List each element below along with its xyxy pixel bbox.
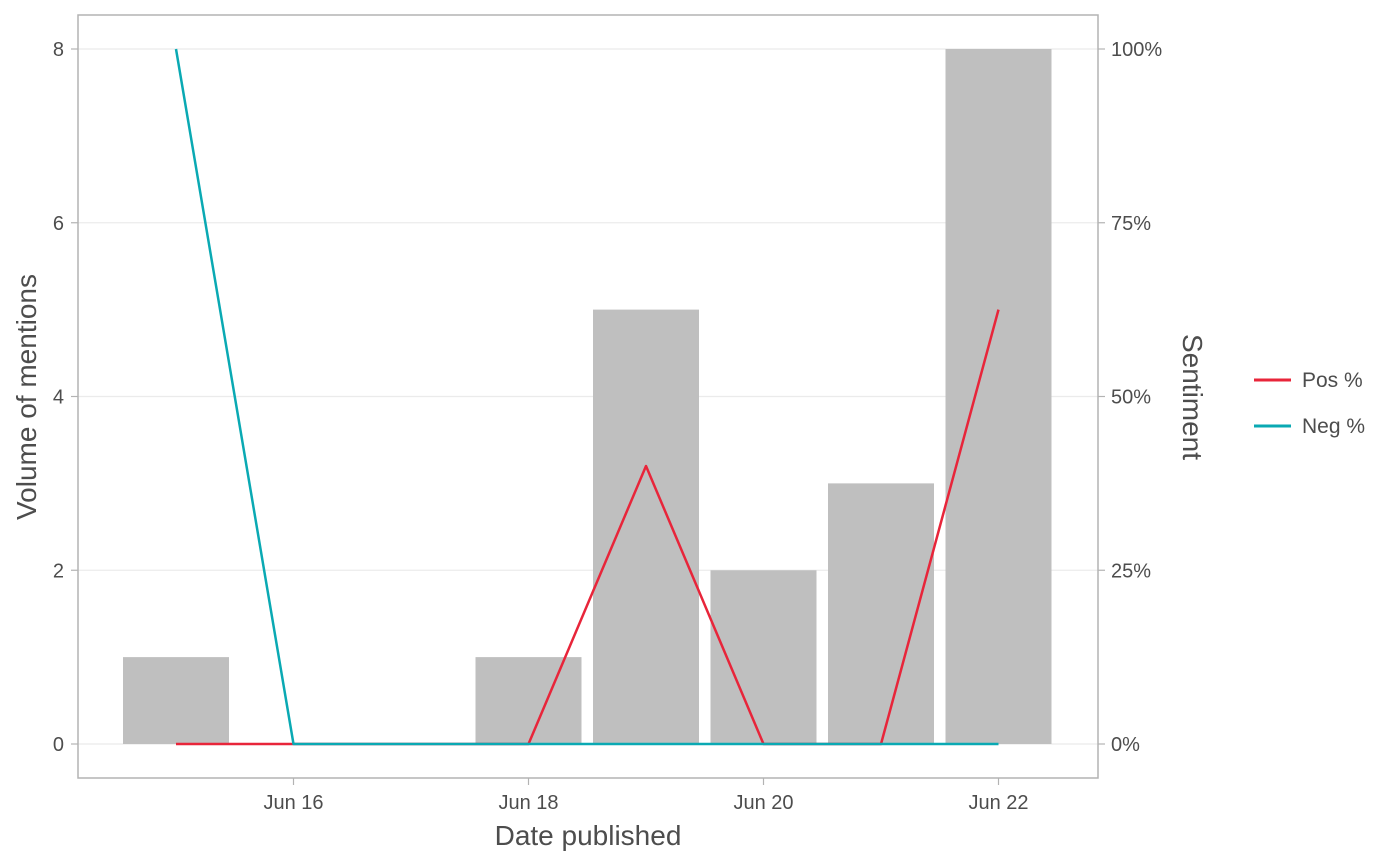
y2-tick-label: 100% <box>1111 39 1162 61</box>
x-axis-title: Date published <box>495 820 682 851</box>
y-axis-tick-labels: 0 2 4 6 8 <box>53 39 64 756</box>
y2-axis-title: Sentiment <box>1177 334 1208 460</box>
y-tick-label: 0 <box>53 734 64 756</box>
y2-axis-tick-labels: 0% 25% 50% 75% 100% <box>1111 39 1162 756</box>
bar-jun-19 <box>593 309 699 744</box>
y-tick-label: 4 <box>53 387 64 409</box>
x-axis-tick-labels: Jun 16 Jun 18 Jun 20 Jun 22 <box>263 792 1028 814</box>
legend-label-neg: Neg % <box>1302 415 1365 438</box>
y-axis-title: Volume of mentions <box>11 274 42 520</box>
y2-tick-label: 75% <box>1111 213 1151 235</box>
grid-lines <box>78 48 1098 745</box>
bar-jun-18 <box>475 657 582 744</box>
legend-label-pos: Pos % <box>1302 369 1363 392</box>
line-neg <box>174 48 999 746</box>
y2-tick-label: 0% <box>1111 734 1140 756</box>
bar-jun-21 <box>828 483 934 744</box>
axis-ticks <box>71 48 1105 785</box>
y2-tick-label: 50% <box>1111 387 1151 409</box>
y-tick-label: 8 <box>53 39 64 61</box>
bar-jun-15 <box>123 657 229 744</box>
bar-jun-20 <box>710 570 817 744</box>
bar-jun-22 <box>945 49 1052 744</box>
legend: Pos % Neg % <box>1254 369 1365 438</box>
sentiment-lines <box>174 48 1000 746</box>
x-tick-label: Jun 16 <box>263 792 323 814</box>
bars <box>123 49 1052 744</box>
x-tick-label: Jun 18 <box>498 792 558 814</box>
x-tick-label: Jun 20 <box>733 792 793 814</box>
x-tick-label: Jun 22 <box>968 792 1028 814</box>
y2-tick-label: 25% <box>1111 560 1151 582</box>
y-tick-label: 6 <box>53 213 64 235</box>
y-tick-label: 2 <box>53 560 64 582</box>
